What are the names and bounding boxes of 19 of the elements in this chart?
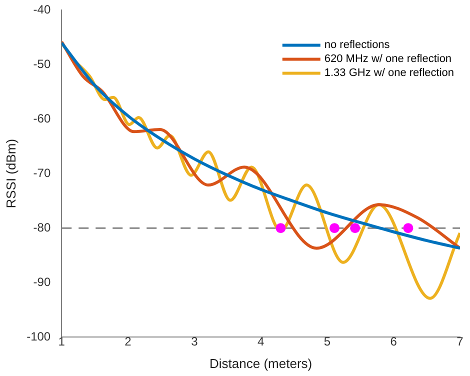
legend-label: 620 MHz w/ one reflection (324, 53, 452, 66)
y-tick-label: -80 (33, 220, 51, 234)
x-tick-label: 2 (124, 334, 132, 349)
x-axis-title: Distance (meters) (210, 356, 312, 371)
x-tick-label: 4 (257, 334, 264, 349)
y-tick-label: -70 (33, 166, 51, 180)
x-tick-label: 7 (456, 334, 464, 349)
y-tick-label: -100 (26, 329, 51, 344)
x-tick-label: 3 (191, 334, 198, 349)
y-tick-label: -60 (33, 111, 51, 126)
x-tick-label: 1 (58, 334, 66, 349)
y-tick-label: -50 (33, 56, 51, 71)
y-axis-title: RSSI (dBm) (3, 138, 18, 208)
x-tick-label: 6 (390, 334, 398, 349)
legend-label: no reflections (324, 39, 390, 52)
legend-label: 1.33 GHz w/ one reflection (324, 67, 454, 80)
y-tick-label: -40 (33, 2, 51, 17)
x-tick-label: 5 (324, 334, 331, 349)
y-tick-label: -90 (33, 274, 51, 289)
